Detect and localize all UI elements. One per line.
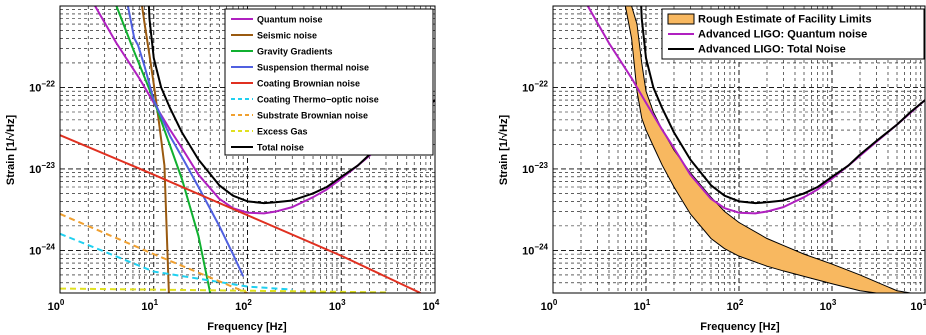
right-y-axis-label: Strain [1/√Hz] [498,115,510,186]
legend-entry-label: Seismic noise [257,31,317,41]
legend-swatch [667,13,695,25]
y-tick-label: 10−22 [29,79,55,94]
legend-entry-label: Suspension thermal noise [257,63,369,73]
left-legend: Quantum noise Seismic noise Gravity Gradie… [224,8,434,156]
legend-entry-label: Rough Estimate of Facility Limits [698,14,872,26]
right-plot-frame [552,5,926,294]
series-line-gravity-gradients [115,6,212,293]
legend-entry-label: Coating Brownian noise [257,79,360,89]
left-plot-frame [59,5,436,294]
legend-entry-label: Advanced LIGO: Quantum noise [698,29,867,41]
x-tick-label: 1010 [910,298,926,313]
x-tick-label: 103 [820,298,837,313]
x-tick-label: 104 [423,298,440,313]
legend-entry-label: Quantum noise [257,15,323,25]
series-line-advanced-ligo-total-noise [636,6,925,205]
series-line-coating-brownian-noise [60,134,421,293]
legend-box [224,8,434,156]
right-legend: Rough Estimate of Facility Limits Advance… [661,8,925,60]
y-tick-label: 10−23 [522,161,548,176]
x-tick-label: 100 [541,298,558,313]
x-tick-label: 101 [141,298,158,313]
y-tick-label: 10−24 [522,242,548,257]
series-line-coating-thermo-optic-noise [60,232,293,291]
left-y-axis-label: Strain [1/√Hz] [5,115,17,186]
legend-entry-label: Gravity Gradients [257,47,333,57]
legend-entry-label: Advanced LIGO: Total Noise [698,44,846,56]
legend-entry-label: Substrate Brownian noise [257,111,368,121]
y-tick-label: 10−24 [29,242,55,257]
x-tick-label: 102 [727,298,744,313]
legend-entry-label: Total noise [257,143,304,153]
right-chart: 100 101 102 103 1010 10−22 10−23 10−24 Frequenc… [498,5,926,333]
left-chart: 100 101 102 103 104 10−22 10−23 10−24 Frequency… [5,5,440,333]
legend-box [661,8,925,60]
series-line-substrate-brownian-noise [60,213,248,293]
right-tick-labels: 100 101 102 103 1010 10−22 10−23 10−24 [522,79,926,313]
right-x-axis-label: Frequency [Hz] [700,321,780,333]
series-line-excess-gas [60,287,386,293]
x-tick-label: 103 [329,298,346,313]
y-tick-label: 10−22 [522,79,548,94]
left-series-group [60,6,435,293]
y-tick-label: 10−23 [29,161,55,176]
left-tick-labels: 100 101 102 103 104 10−22 10−23 10−24 [29,79,440,313]
right-series-group [586,6,925,293]
series-line-suspension-thermal-noise [126,6,245,277]
legend-entry-label: Excess Gas [257,127,308,137]
left-x-axis-label: Frequency [Hz] [207,321,287,333]
x-tick-label: 102 [235,298,252,313]
series-line-seismic-noise [141,6,170,293]
legend-entry-label: Coating Thermo−optic noise [257,95,379,105]
x-tick-label: 101 [634,298,651,313]
x-tick-label: 100 [48,298,65,313]
